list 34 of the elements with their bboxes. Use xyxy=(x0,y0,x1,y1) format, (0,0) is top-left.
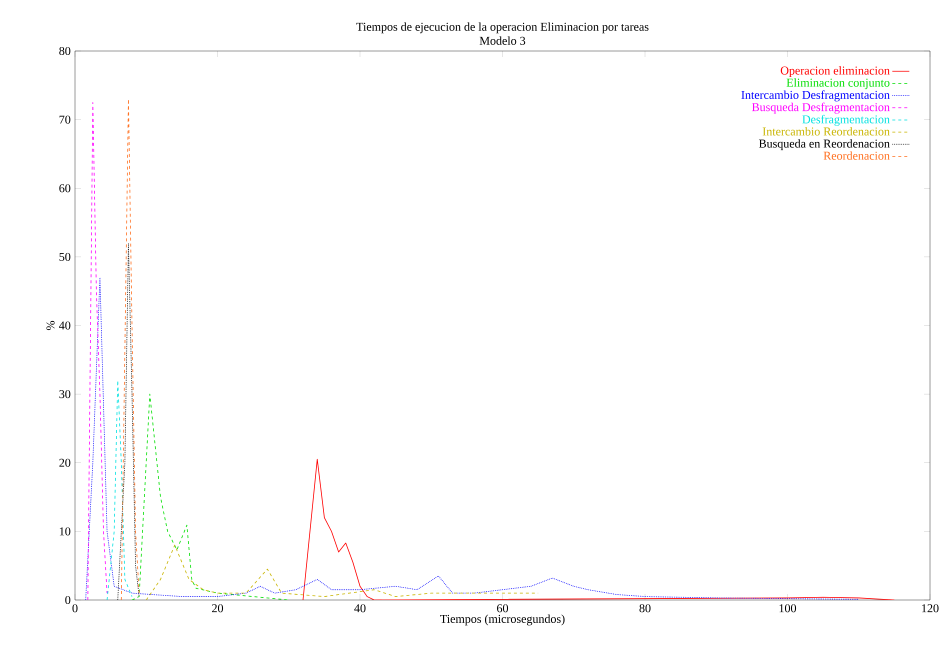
x-tick-label: 120 xyxy=(922,604,939,612)
y-axis-title: % xyxy=(46,320,55,330)
legend-label: Reordenacion xyxy=(824,151,890,160)
y-tick-label: 20 xyxy=(59,458,70,467)
y-tick-label: 10 xyxy=(60,527,70,536)
x-tick-label: 0 xyxy=(72,604,78,612)
legend-label: Eliminacion conjunto xyxy=(786,78,890,90)
chart-subtitle: Modelo 3 xyxy=(480,36,526,45)
legend-label: Busqueda en Reordenacion xyxy=(758,139,890,150)
x-axis-title: Tiempos (microsegundos) xyxy=(440,614,565,626)
x-tick-label: 80 xyxy=(639,604,651,612)
y-tick-label: 80 xyxy=(59,46,70,56)
legend-label: Desfragmentacion xyxy=(802,114,890,126)
y-tick-label: 60 xyxy=(59,184,70,192)
legend-label: Intercambio Reordenacion xyxy=(762,127,890,136)
line-series xyxy=(132,394,290,600)
line-series xyxy=(87,102,108,600)
legend-label: Busqueda Desfragmentacion xyxy=(752,102,890,114)
x-tick-label: 100 xyxy=(780,604,796,612)
y-tick-label: 0 xyxy=(65,596,70,604)
legend-label: Operacion eliminacion xyxy=(780,66,890,78)
y-tick-label: 50 xyxy=(60,252,70,261)
legend-label: Intercambio Desfragmentacion xyxy=(741,90,890,102)
chart-title: Tiempos de ejecucion de la operacion Eliminacion por tareas xyxy=(356,22,649,34)
y-tick-label: 40 xyxy=(59,321,70,330)
x-tick-label: 20 xyxy=(212,604,224,612)
line-series xyxy=(120,98,140,600)
line-series xyxy=(302,458,895,600)
line-series xyxy=(106,380,132,600)
y-tick-label: 70 xyxy=(60,116,70,124)
x-tick-label: 40 xyxy=(354,604,366,612)
y-tick-label: 30 xyxy=(59,390,70,398)
line-series xyxy=(85,277,860,600)
x-tick-label: 60 xyxy=(497,604,508,612)
